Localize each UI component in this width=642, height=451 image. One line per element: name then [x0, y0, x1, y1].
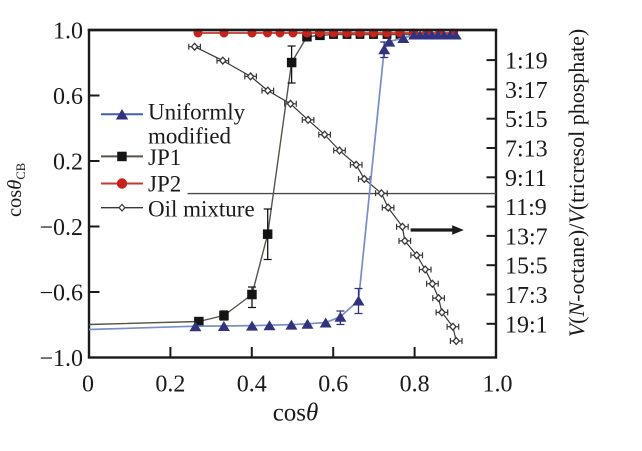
- svg-text:0: 0: [82, 372, 94, 398]
- svg-text:5:15: 5:15: [505, 107, 548, 133]
- svg-text:15:5: 15:5: [505, 254, 548, 280]
- svg-text:0.2: 0.2: [155, 372, 185, 398]
- svg-text:1.0: 1.0: [53, 19, 83, 45]
- svg-text:19:1: 19:1: [505, 312, 548, 338]
- svg-text:−0.2: −0.2: [39, 215, 83, 241]
- svg-text:17:3: 17:3: [505, 283, 548, 309]
- svg-text:modified: modified: [148, 124, 232, 149]
- svg-text:7:13: 7:13: [505, 137, 548, 163]
- svg-text:JP1: JP1: [148, 145, 181, 170]
- svg-text:1:19: 1:19: [505, 49, 548, 75]
- svg-text:Uniformly: Uniformly: [148, 100, 246, 125]
- svg-text:Oil mixture: Oil mixture: [148, 197, 255, 222]
- svg-text:13:7: 13:7: [505, 224, 548, 250]
- svg-text:JP2: JP2: [148, 172, 181, 197]
- svg-text:3:17: 3:17: [505, 78, 548, 104]
- svg-text:0.6: 0.6: [318, 372, 348, 398]
- svg-text:9:11: 9:11: [505, 166, 547, 192]
- svg-text:0.4: 0.4: [237, 372, 267, 398]
- svg-text:−0.6: −0.6: [39, 281, 83, 307]
- svg-text:0.8: 0.8: [400, 372, 430, 398]
- svg-text:0.6: 0.6: [53, 84, 83, 110]
- svg-text:−1.0: −1.0: [39, 346, 83, 372]
- svg-text:11:9: 11:9: [505, 195, 547, 221]
- svg-text:cosθ: cosθ: [273, 400, 319, 427]
- svg-text:1.0: 1.0: [483, 372, 513, 398]
- svg-text:V(N-octane)/V(tricresol phosph: V(N-octane)/V(tricresol phosphate): [564, 29, 589, 338]
- svg-text:0.2: 0.2: [53, 150, 83, 176]
